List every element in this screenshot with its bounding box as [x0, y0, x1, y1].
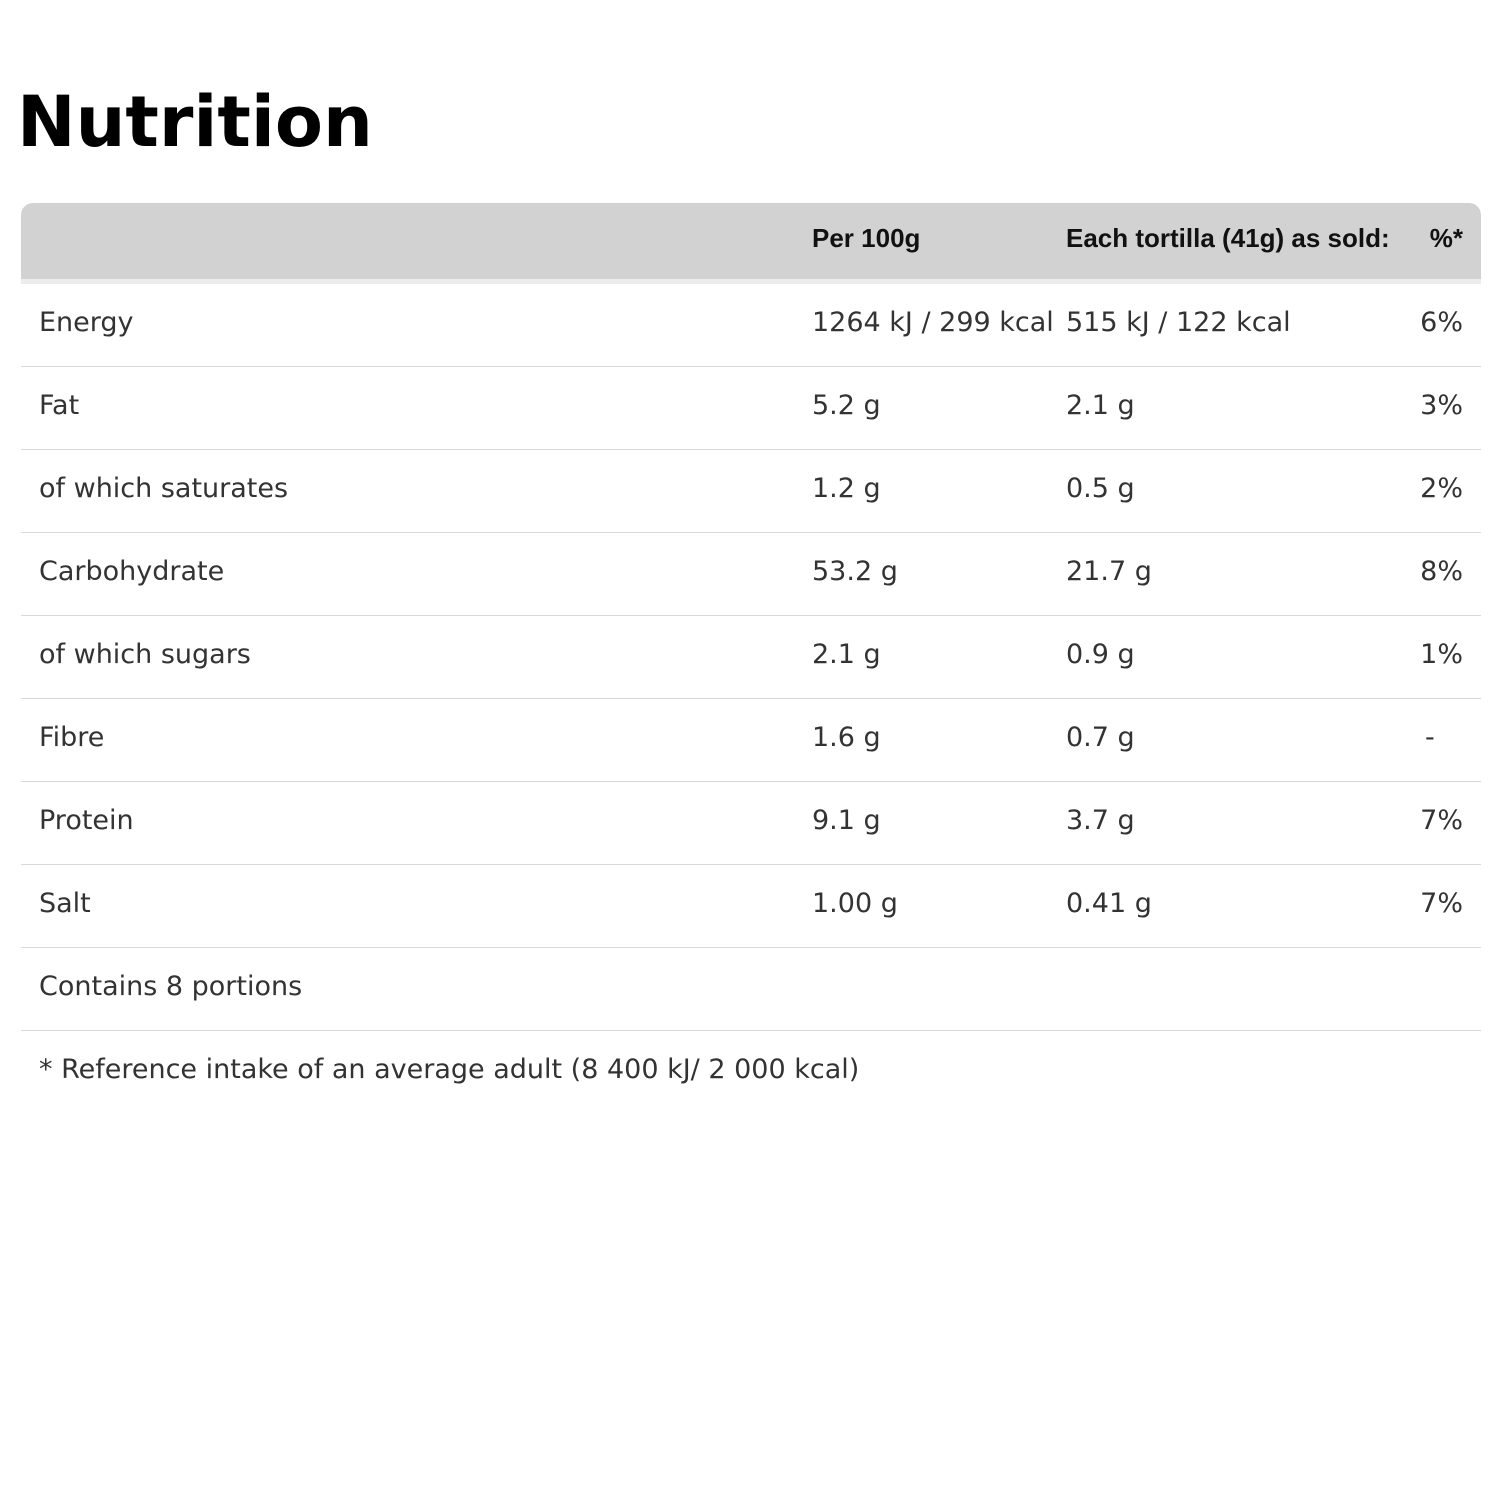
table-row: of which saturates 1.2 g 0.5 g 2% [21, 450, 1481, 533]
per-100g-value: 53.2 g [812, 556, 898, 587]
table-header-row: Per 100g Each tortilla (41g) as sold: %* [21, 203, 1481, 284]
ri-value: 2% [1420, 473, 1463, 504]
table-row: Carbohydrate 53.2 g 21.7 g 8% [21, 533, 1481, 616]
nutrient-name: Salt [39, 888, 91, 919]
table-row: Fibre 1.6 g 0.7 g - [21, 699, 1481, 782]
nutrient-name: Energy [39, 307, 134, 338]
per-portion-value: 3.7 g [1066, 805, 1135, 836]
header-per-100g: Per 100g [812, 223, 921, 253]
portions-row: Contains 8 portions [21, 948, 1481, 1031]
per-100g-value: 5.2 g [812, 390, 881, 421]
nutrient-name: of which saturates [39, 473, 289, 504]
header-divider [21, 279, 1481, 284]
ri-value: 8% [1420, 556, 1463, 587]
reference-intake-footnote: * Reference intake of an average adult (… [39, 1054, 860, 1085]
per-100g-value: 1.2 g [812, 473, 881, 504]
per-100g-value: 2.1 g [812, 639, 881, 670]
nutrient-name: Fat [39, 390, 80, 421]
table-row: Protein 9.1 g 3.7 g 7% [21, 782, 1481, 865]
table-row: of which sugars 2.1 g 0.9 g 1% [21, 616, 1481, 699]
per-100g-value: 1.6 g [812, 722, 881, 753]
table-row: Salt 1.00 g 0.41 g 7% [21, 865, 1481, 948]
page-title: Nutrition [17, 81, 373, 163]
per-portion-value: 515 kJ / 122 kcal [1066, 307, 1291, 338]
ri-value: 7% [1420, 888, 1463, 919]
footnote-row: * Reference intake of an average adult (… [21, 1031, 1481, 1107]
nutrient-name: Protein [39, 805, 134, 836]
per-100g-value: 1.00 g [812, 888, 898, 919]
nutrient-name: Carbohydrate [39, 556, 225, 587]
table-row: Energy 1264 kJ / 299 kcal 515 kJ / 122 k… [21, 284, 1481, 367]
per-portion-value: 0.41 g [1066, 888, 1152, 919]
per-portion-value: 21.7 g [1066, 556, 1152, 587]
ri-value: - [1425, 722, 1435, 753]
table-row: Fat 5.2 g 2.1 g 3% [21, 367, 1481, 450]
header-per-portion: Each tortilla (41g) as sold: [1066, 223, 1390, 253]
ri-value: 3% [1420, 390, 1463, 421]
per-portion-value: 2.1 g [1066, 390, 1135, 421]
nutrition-table: Per 100g Each tortilla (41g) as sold: %*… [21, 203, 1481, 1107]
ri-value: 7% [1420, 805, 1463, 836]
nutrient-name: of which sugars [39, 639, 251, 670]
nutrient-name: Fibre [39, 722, 105, 753]
per-100g-value: 9.1 g [812, 805, 881, 836]
ri-value: 6% [1420, 307, 1463, 338]
ri-value: 1% [1420, 639, 1463, 670]
per-100g-value: 1264 kJ / 299 kcal [812, 307, 1054, 338]
per-portion-value: 0.9 g [1066, 639, 1135, 670]
portions-text: Contains 8 portions [39, 971, 303, 1002]
per-portion-value: 0.5 g [1066, 473, 1135, 504]
per-portion-value: 0.7 g [1066, 722, 1135, 753]
header-reference-intake: %* [1429, 223, 1463, 253]
